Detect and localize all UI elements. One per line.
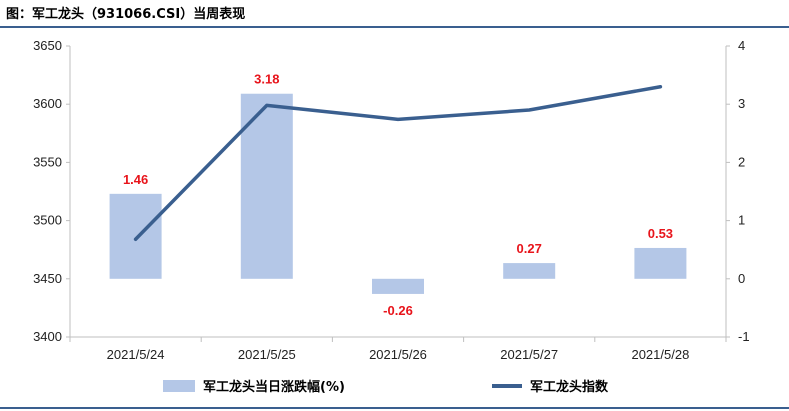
index-point [134, 237, 138, 241]
bar [503, 263, 556, 279]
bar [109, 193, 162, 279]
bar-data-label: 0.27 [517, 241, 542, 256]
left-tick-label: 3450 [33, 271, 62, 286]
bar [634, 247, 687, 279]
legend-label-line: 军工龙头指数 [530, 379, 609, 395]
bar-data-label: 0.53 [648, 226, 673, 241]
index-point [265, 103, 269, 107]
index-line [133, 84, 663, 241]
left-tick-label: 3550 [33, 154, 62, 169]
legend-label-bar: 军工龙头当日涨跌幅(%) [203, 379, 345, 395]
legend-swatch-bar [163, 380, 195, 392]
right-tick-label: -1 [738, 329, 750, 344]
index-point [658, 85, 662, 89]
x-tick-label: 2021/5/27 [500, 347, 558, 362]
x-tick-label: 2021/5/24 [107, 347, 165, 362]
index-point [396, 117, 400, 121]
right-tick-label: 0 [738, 271, 745, 286]
legend: 军工龙头当日涨跌幅(%) 军工龙头指数 [163, 379, 609, 395]
left-tick-label: 3400 [33, 329, 62, 344]
bar-data-label: 3.18 [254, 72, 279, 87]
right-tick-label: 1 [738, 213, 745, 228]
bar [372, 278, 424, 294]
left-tick-label: 3650 [33, 38, 62, 53]
plot-area: 3400 3450 3500 3550 3600 3650 -1 0 1 2 3 4 2021/5/24… [33, 38, 749, 362]
x-tick-label: 2021/5/26 [369, 347, 427, 362]
x-tick-label: 2021/5/25 [238, 347, 296, 362]
left-tick-label: 3500 [33, 213, 62, 228]
chart-title: 图：军工龙头（931066.CSI）当周表现 [6, 6, 245, 22]
right-tick-label: 4 [738, 38, 745, 53]
index-point [527, 108, 531, 112]
right-tick-label: 2 [738, 154, 745, 169]
bar-data-label: 1.46 [123, 172, 148, 187]
left-tick-label: 3600 [33, 96, 62, 111]
bar-data-label: -0.26 [383, 303, 413, 318]
right-tick-label: 3 [738, 96, 745, 111]
x-tick-label: 2021/5/28 [631, 347, 689, 362]
